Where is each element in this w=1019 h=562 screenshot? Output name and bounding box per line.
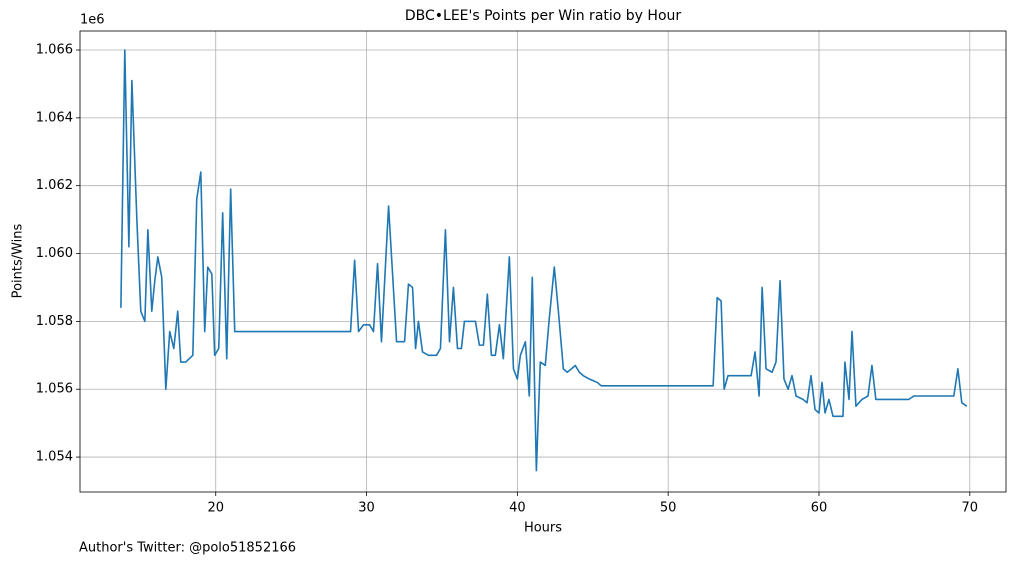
line-series [120, 49, 968, 472]
x-tick-label: 20 [207, 501, 224, 516]
y-tick-label: 1.062 [36, 178, 73, 193]
x-tick-label: 60 [811, 501, 828, 516]
y-tick-label: 1.064 [36, 110, 73, 125]
chart-title: DBC•LEE's Points per Win ratio by Hour [405, 8, 682, 24]
y-tick-label: 1.058 [36, 314, 73, 329]
x-tick-label: 40 [509, 501, 526, 516]
y-offset-label: 1e6 [80, 13, 105, 28]
x-axis-label: Hours [524, 521, 562, 536]
y-axis-label: Points/Wins [11, 223, 26, 298]
footer: Author's Twitter: @polo51852166 [79, 541, 296, 556]
x-tick-label: 50 [660, 501, 677, 516]
plot-frame [79, 30, 1007, 493]
y-tick-label: 1.060 [36, 246, 73, 261]
y-tick-label: 1.054 [36, 450, 73, 465]
x-tick-label: 30 [358, 501, 375, 516]
y-tick-label: 1.066 [36, 42, 73, 57]
y-tick-label: 1.056 [36, 382, 73, 397]
x-tick-label: 70 [962, 501, 979, 516]
